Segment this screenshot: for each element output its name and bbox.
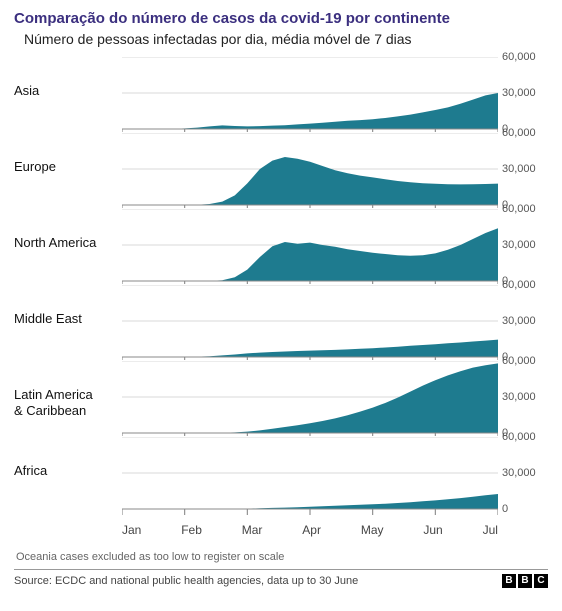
y-tick-label: 60,000 [502,279,536,291]
x-tick-label: Feb [181,523,202,537]
y-tick-label: 60,000 [502,355,536,367]
y-tick-label: 30,000 [502,391,536,403]
panel-label: Asia [14,57,122,133]
x-tick-label: Jun [423,523,442,537]
bbc-logo-block: B [502,574,516,588]
y-tick-label: 30,000 [502,239,536,251]
y-tick-label: 60,000 [502,127,536,139]
x-tick-label: Mar [242,523,263,537]
panel-plot [122,361,498,437]
x-axis-row: Jan Feb Mar Apr May Jun Jul [14,519,548,537]
panel-plot [122,57,498,133]
chart-panel: Middle East 030,00060,000 [14,285,548,361]
chart-panel: Africa 030,00060,000 [14,437,548,517]
panel-plot [122,437,498,517]
panel-label: Europe [14,133,122,209]
panel-plot [122,285,498,361]
panel-plot [122,133,498,209]
chart-panel: North America 030,00060,000 [14,209,548,285]
x-tick-label: Apr [302,523,321,537]
y-tick-label: 0 [502,503,508,515]
small-multiples-container: Asia 030,00060,000Europe 030,00060,000No… [14,57,548,517]
footnote: Oceania cases excluded as too low to reg… [14,551,548,563]
y-tick-label: 60,000 [502,431,536,443]
y-tick-label: 30,000 [502,87,536,99]
chart-panel: Europe 030,00060,000 [14,133,548,209]
panel-label: North America [14,209,122,285]
panel-label: Middle East [14,285,122,361]
source-row: Source: ECDC and national public health … [14,569,548,588]
y-axis-ticks: 030,00060,000 [498,57,548,133]
y-axis-ticks: 030,00060,000 [498,133,548,209]
x-tick-label: Jul [483,523,498,537]
x-axis: Jan Feb Mar Apr May Jun Jul [122,519,498,537]
x-tick-label: May [361,523,384,537]
bbc-logo-block: C [534,574,548,588]
y-tick-label: 60,000 [502,203,536,215]
bbc-logo: BBC [502,574,548,588]
y-tick-label: 30,000 [502,163,536,175]
panel-label: Latin America& Caribbean [14,361,122,437]
y-tick-label: 60,000 [502,51,536,63]
chart-panel: Asia 030,00060,000 [14,57,548,133]
chart-panel: Latin America& Caribbean 030,00060,000 [14,361,548,437]
y-axis-ticks: 030,00060,000 [498,285,548,361]
y-tick-label: 30,000 [502,315,536,327]
y-axis-ticks: 030,00060,000 [498,437,548,517]
chart-title: Comparação do número de casos da covid-1… [14,10,548,27]
source-text: Source: ECDC and national public health … [14,575,358,587]
bbc-logo-block: B [518,574,532,588]
y-axis-ticks: 030,00060,000 [498,209,548,285]
panel-plot [122,209,498,285]
chart-subtitle: Número de pessoas infectadas por dia, mé… [14,31,548,47]
x-tick-label: Jan [122,523,141,537]
y-axis-ticks: 030,00060,000 [498,361,548,437]
panel-label: Africa [14,437,122,517]
y-tick-label: 30,000 [502,467,536,479]
